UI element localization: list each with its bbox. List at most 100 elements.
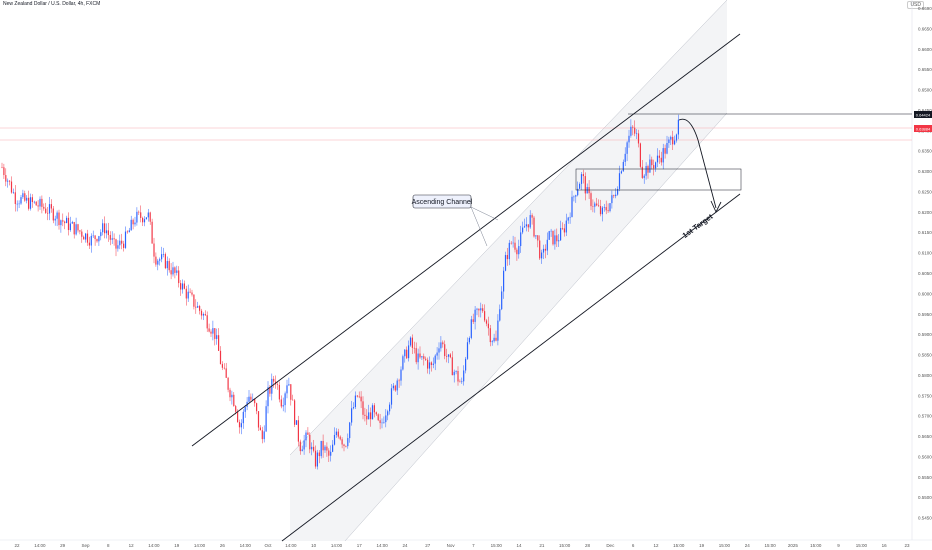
candle-body (71, 222, 73, 224)
candle-body (446, 356, 448, 357)
candle-body (345, 445, 347, 447)
candle-body (396, 380, 398, 391)
candle-body (434, 355, 436, 364)
price-badge-upper-text: 0.64424 (916, 113, 931, 118)
candle-body (26, 197, 28, 201)
candle-body (257, 411, 260, 428)
candle-body (134, 222, 136, 225)
candle-body (455, 371, 457, 372)
candle-body (313, 446, 315, 451)
candle-body (389, 404, 391, 412)
candle-body (423, 356, 425, 359)
candle-body (476, 308, 478, 310)
candle-body (493, 337, 495, 342)
candle-body (637, 133, 640, 144)
candle-body (250, 396, 252, 400)
candle-body (278, 384, 280, 400)
candle-body (31, 197, 33, 202)
time-tick-label: 9 (837, 543, 840, 548)
time-axis[interactable]: 22 14:00 29 Sep 8 12 14:00 19 14:00 26 14:00 Oct 14:… (14, 543, 910, 548)
candle-body (341, 439, 343, 445)
candle-body (14, 192, 16, 205)
candle-body (662, 148, 664, 163)
candle-body (280, 399, 282, 407)
candle-body (138, 211, 140, 213)
candle-body (322, 440, 324, 451)
candle-body (29, 197, 32, 209)
time-tick-label: 17 (357, 543, 363, 548)
time-tick-label: 16 (882, 543, 888, 548)
candle-body (541, 252, 543, 259)
candle-body (98, 236, 100, 242)
candle-body (672, 136, 674, 145)
candle-body (24, 193, 26, 201)
candle-body (613, 195, 615, 197)
candle-body (39, 198, 41, 207)
candle-body (634, 127, 636, 134)
candle-body (337, 431, 339, 437)
candle-body (409, 337, 412, 346)
candle-body (235, 406, 237, 412)
candle-body (256, 403, 258, 412)
candle-body (370, 412, 372, 420)
candle-body (387, 411, 389, 416)
candle-body (191, 292, 193, 295)
currency-button[interactable]: USD (907, 1, 924, 9)
arrowhead-icon (710, 200, 722, 214)
candle-body (643, 175, 645, 178)
candle-body (577, 188, 579, 196)
candle-body (16, 203, 18, 205)
candle-body (497, 320, 499, 341)
price-badge-current (914, 125, 932, 132)
candle-body (417, 353, 419, 363)
candle-body (238, 422, 241, 428)
candle-body (440, 342, 442, 349)
candle-body (102, 223, 104, 233)
candle-body (459, 381, 461, 383)
channel-label-box[interactable] (412, 194, 472, 209)
candle-body (472, 319, 474, 322)
candle-body (444, 344, 446, 357)
candle-body (558, 240, 560, 242)
candle-body (252, 398, 254, 400)
candle-body (159, 259, 161, 261)
candle-body (145, 217, 147, 220)
candle-body (202, 314, 204, 316)
candle-body (115, 239, 117, 249)
candle-body (525, 224, 527, 227)
candle-body (320, 440, 322, 457)
candle-body (651, 159, 653, 166)
time-tick-label: Sep (81, 543, 90, 548)
time-tick-label: 15:00 (810, 543, 822, 548)
candle-body (474, 309, 476, 322)
channel-upper-trendline[interactable] (191, 33, 741, 447)
candle-body (408, 345, 410, 359)
candle-body (180, 283, 182, 290)
candle-body (316, 452, 318, 467)
support-zone-box[interactable] (575, 168, 742, 191)
time-tick-label: 28 (585, 543, 591, 548)
time-tick-label: 14:00 (194, 543, 206, 548)
candle-body (261, 430, 263, 440)
candle-body (510, 242, 512, 244)
candle-body (208, 328, 210, 332)
candle-body (168, 261, 170, 271)
time-tick-label: 27 (425, 543, 431, 548)
time-tick-label: 14:00 (331, 543, 343, 548)
channel-label-pointer-1 (470, 206, 499, 221)
time-tick-label: 29 (60, 543, 66, 548)
candle-body (404, 349, 406, 357)
candle-body (427, 359, 429, 369)
time-tick-label: 19 (699, 543, 705, 548)
channel-lower-trendline[interactable] (281, 193, 741, 542)
candle-body (85, 233, 87, 240)
candle-body (487, 323, 489, 329)
candle-body (119, 240, 121, 246)
candle-body (539, 240, 541, 259)
